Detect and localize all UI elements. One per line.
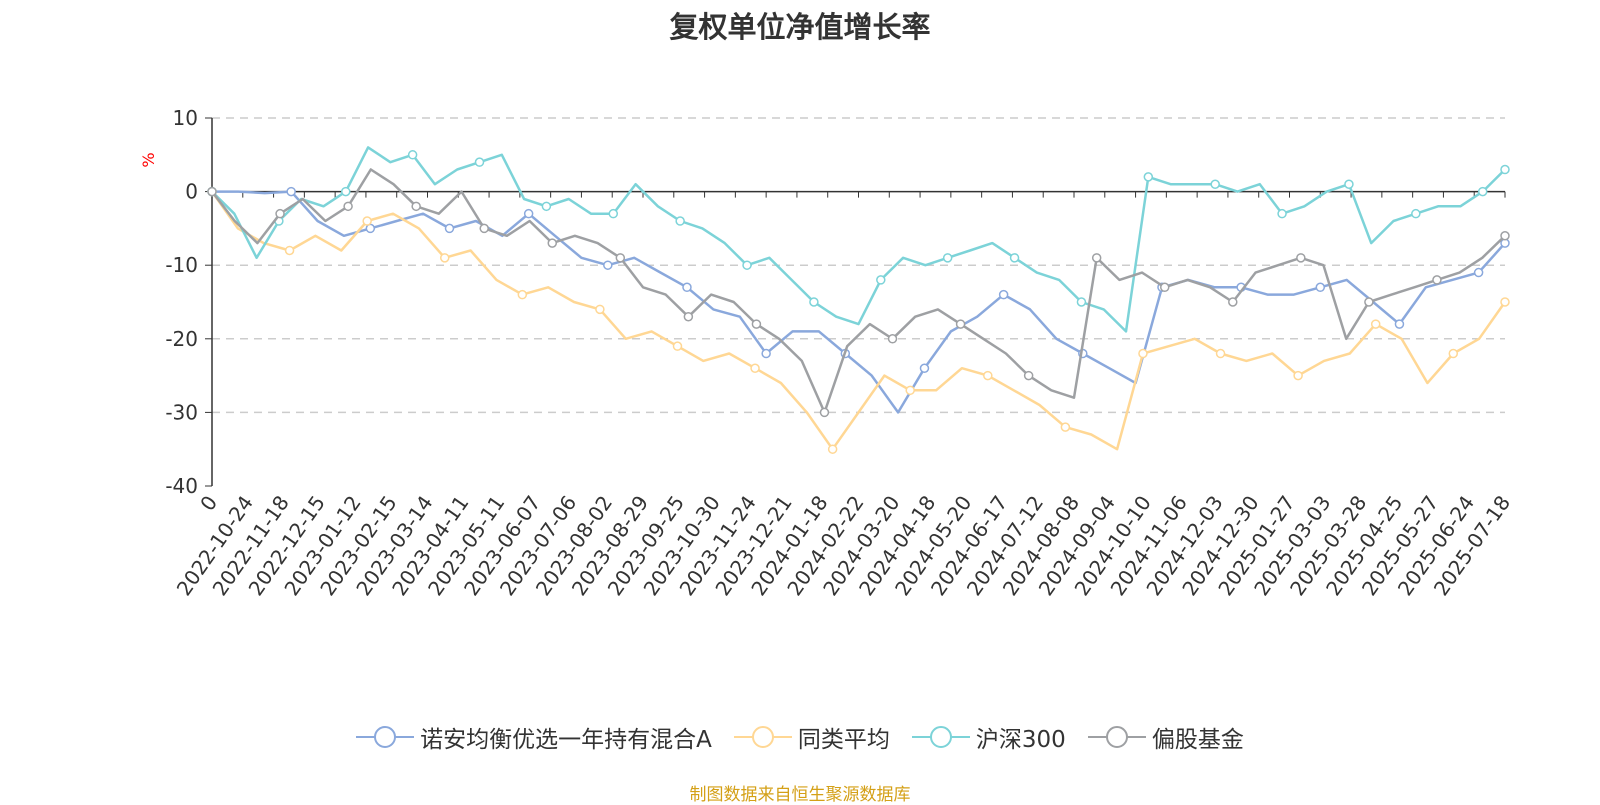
data-point (819, 407, 830, 418)
data-point (1277, 208, 1287, 219)
data-point (517, 289, 528, 300)
data-point (343, 201, 353, 212)
data-point (1411, 208, 1421, 219)
data-point (672, 341, 683, 351)
legend-marker-equity-fund (1087, 726, 1146, 748)
tick-labels: 100-10-20-30-40%02022-10-242022-11-18202… (139, 106, 1515, 600)
legend-item-equity-fund[interactable]: 偏股基金 (1087, 720, 1244, 754)
data-point (1500, 231, 1510, 241)
data-point (683, 311, 694, 322)
legend: 诺安均衡优选一年持有混合A 同类平均 沪深300 偏股基金 (0, 720, 1600, 754)
data-point (887, 334, 898, 344)
data-point (955, 319, 966, 329)
data-point (1159, 282, 1170, 293)
chart-title: 复权单位净值增长率 (669, 10, 931, 44)
legend-marker-peer-average (733, 726, 792, 748)
data-point (1448, 348, 1459, 359)
y-tick-label: -20 (165, 327, 198, 351)
data-point (675, 216, 685, 226)
data-point (1215, 348, 1226, 359)
series-line (211, 146, 1506, 333)
data-point (1060, 422, 1071, 432)
data-point (1344, 179, 1354, 189)
data-point (1138, 348, 1148, 359)
y-tick-label: 0 (185, 180, 198, 204)
legend-item-peer-average[interactable]: 同类平均 (733, 720, 890, 754)
data-point (1293, 370, 1303, 381)
legend-item-csi300[interactable]: 沪深300 (911, 720, 1066, 754)
data-point (444, 223, 455, 234)
data-point (827, 444, 838, 454)
data-point (1370, 319, 1381, 329)
data-point (341, 186, 351, 197)
data-point (750, 363, 760, 373)
data-point (1432, 275, 1442, 285)
data-point (523, 208, 534, 219)
data-point (682, 282, 692, 293)
data-point (1210, 179, 1220, 189)
data-point (1076, 297, 1087, 307)
series-lines (207, 146, 1510, 454)
data-point (942, 253, 953, 263)
data-point (286, 186, 296, 197)
x-tick-label: 0 (195, 491, 222, 515)
data-point (1023, 370, 1034, 381)
data-point (1315, 282, 1326, 293)
legend-marker-csi300 (911, 726, 970, 748)
legend-marker-fund (356, 726, 415, 748)
data-point (1009, 253, 1020, 263)
data-point (541, 201, 552, 212)
data-point (983, 370, 993, 381)
legend-item-fund[interactable]: 诺安均衡优选一年持有混合A (356, 720, 712, 754)
data-point (362, 216, 372, 226)
data-point (1364, 297, 1374, 307)
data-point (479, 223, 489, 234)
data-point (998, 289, 1009, 300)
data-point (603, 260, 613, 270)
y-tick-label: -30 (165, 400, 198, 424)
data-point (1228, 297, 1238, 307)
legend-label-csi300: 沪深300 (975, 727, 1066, 753)
data-point (608, 208, 619, 219)
data-point (284, 245, 295, 256)
y-axis-label: % (139, 152, 158, 167)
legend-label-equity-fund: 偏股基金 (1151, 727, 1244, 753)
data-point (919, 363, 930, 373)
data-point (876, 275, 886, 285)
y-tick-label: -10 (165, 253, 198, 277)
data-point (905, 385, 915, 396)
data-point (615, 253, 626, 263)
data-point (474, 157, 485, 167)
data-point (1091, 253, 1102, 263)
data-point (761, 348, 771, 359)
y-tick-label: -40 (165, 474, 198, 498)
data-point (1500, 164, 1510, 175)
y-tick-label: 10 (173, 106, 198, 130)
data-point (595, 304, 605, 315)
data-point (751, 319, 762, 329)
data-source-note: 制图数据来自恒生聚源数据库 (689, 785, 911, 805)
legend-label-fund: 诺安均衡优选一年持有混合A (420, 727, 712, 753)
series-line (212, 190, 1506, 414)
data-point (407, 150, 418, 160)
data-point (207, 186, 217, 197)
data-point (1500, 297, 1510, 307)
axes (205, 117, 1506, 487)
data-point (439, 253, 450, 263)
series-line (211, 168, 1506, 414)
data-point (1477, 186, 1488, 197)
data-point (809, 297, 819, 307)
series-line (210, 190, 1507, 451)
data-point (1394, 319, 1405, 329)
legend-label-peer-average: 同类平均 (797, 727, 890, 753)
data-point (275, 208, 285, 219)
data-point (411, 201, 421, 212)
data-point (1143, 172, 1154, 182)
data-point (1473, 267, 1484, 278)
data-point (547, 238, 558, 248)
data-point (742, 260, 752, 270)
data-point (1296, 253, 1306, 263)
